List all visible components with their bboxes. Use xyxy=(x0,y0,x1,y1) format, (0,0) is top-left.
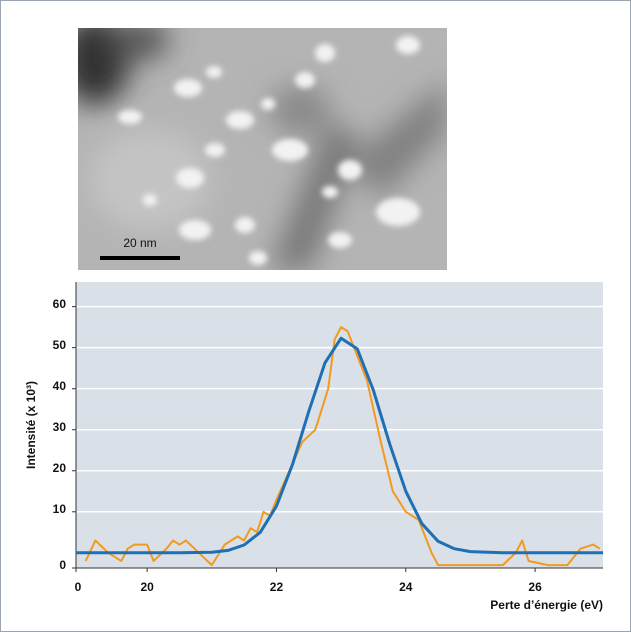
x-tick-label: 20 xyxy=(140,580,154,594)
y-tick-label: 50 xyxy=(53,338,67,352)
micrograph: 20 nm xyxy=(78,28,447,270)
plot-area xyxy=(76,282,603,568)
y-axis-label: Intensité (x 10³) xyxy=(24,381,38,469)
y-tick-label: 30 xyxy=(53,420,67,434)
scale-label: 20 nm xyxy=(123,236,156,250)
series-line xyxy=(84,326,601,567)
y-tick-label: 60 xyxy=(53,297,67,311)
series-line xyxy=(76,336,603,555)
x-tick-label: 24 xyxy=(399,580,413,594)
y-tick-label: 10 xyxy=(53,502,67,516)
x-tick-label: 26 xyxy=(528,580,542,594)
x-axis-label: Perte d’énergie (eV) xyxy=(490,598,603,612)
x-tick-label: 22 xyxy=(270,580,284,594)
x-tick-label: 0 xyxy=(75,580,82,594)
y-tick-label: 40 xyxy=(53,379,67,393)
y-tick-label: 0 xyxy=(59,558,66,572)
scale-bar xyxy=(100,256,180,260)
y-tick-label: 20 xyxy=(53,461,67,475)
